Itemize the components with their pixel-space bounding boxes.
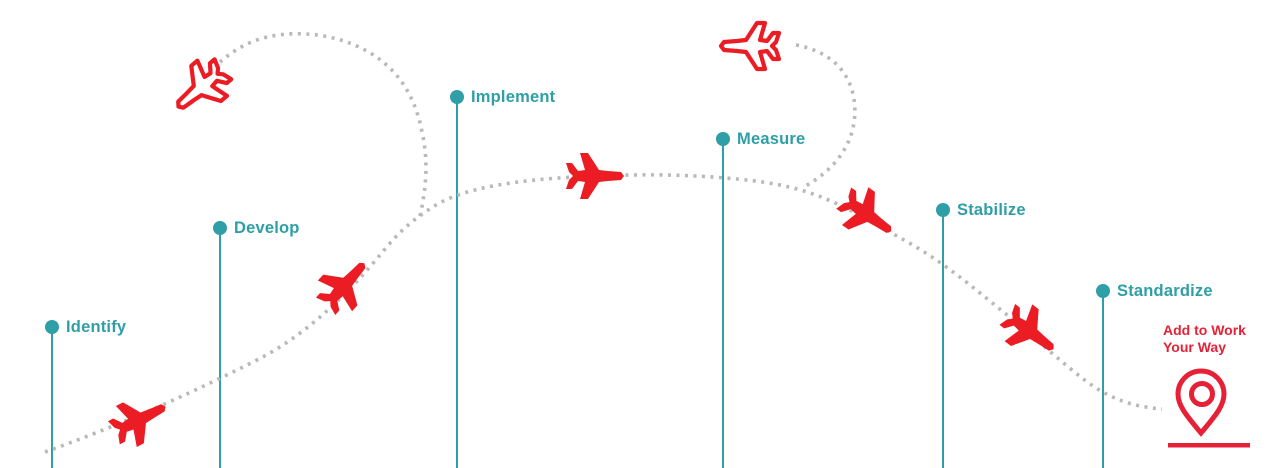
jet-plane-icon (566, 153, 624, 199)
cta-underline (1168, 443, 1250, 448)
milestone-dot (45, 320, 59, 334)
milestone-stem (942, 210, 944, 468)
location-pin-icon (1175, 368, 1227, 437)
milestone-label: Measure (737, 130, 806, 148)
milestone-dot (1096, 284, 1110, 298)
milestone-dot (716, 132, 730, 146)
jet-plane-icon (308, 247, 382, 322)
jet-plane-icon (830, 179, 905, 251)
milestone-stem (456, 97, 458, 468)
route-loop-right (795, 43, 857, 190)
jet-plane-icon (993, 295, 1068, 368)
milestone-label: Identify (66, 318, 127, 336)
milestone-stem (51, 327, 53, 468)
cta-text: Add to Work Your Way (1163, 322, 1246, 356)
cta-line-2: Your Way (1163, 339, 1227, 355)
route-loop-left (218, 31, 428, 217)
milestone-label: Implement (471, 88, 556, 106)
milestone-stem (722, 139, 724, 468)
milestone-label: Stabilize (957, 201, 1026, 219)
milestone-dot (450, 90, 464, 104)
milestone-label: Standardize (1117, 282, 1213, 300)
jet-plane-outline-icon (721, 23, 779, 69)
jet-plane-icon (103, 385, 176, 454)
milestone-stem (1102, 291, 1104, 468)
milestone-stem (219, 228, 221, 468)
milestone-label: Develop (234, 219, 300, 237)
jet-plane-outline-icon (164, 52, 238, 125)
route-main-path (44, 173, 1163, 454)
cta-line-1: Add to Work (1163, 322, 1246, 338)
milestone-dot (213, 221, 227, 235)
milestone-dot (936, 203, 950, 217)
